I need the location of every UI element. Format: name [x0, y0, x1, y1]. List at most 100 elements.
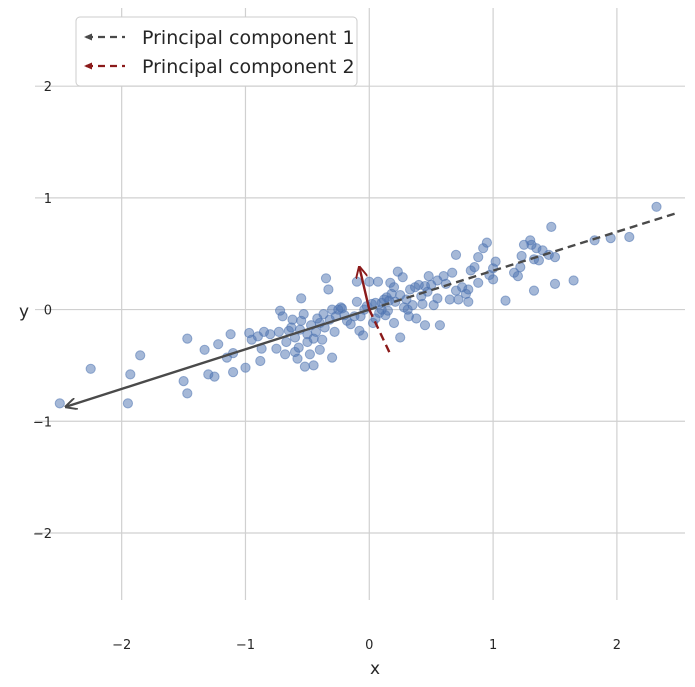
data-point	[372, 276, 384, 287]
grid	[35, 8, 685, 600]
data-point	[395, 332, 406, 343]
data-point	[434, 320, 445, 331]
data-point	[423, 271, 434, 282]
data-point	[320, 273, 332, 284]
legend-label-pc2: Principal component 2	[142, 56, 355, 78]
data-point	[122, 398, 134, 409]
data-point	[135, 350, 146, 361]
data-point	[500, 295, 511, 306]
data-point	[624, 231, 635, 243]
data-point	[287, 314, 298, 325]
data-point	[296, 293, 307, 304]
data-point	[265, 329, 276, 340]
data-point	[304, 349, 315, 360]
y-tick-label: −2	[33, 527, 52, 542]
data-point	[329, 326, 340, 337]
data-point	[281, 336, 292, 348]
pc1-dashed-line	[368, 211, 680, 311]
data-point	[568, 275, 579, 286]
data-point	[271, 343, 282, 354]
data-point	[85, 363, 96, 374]
data-point	[351, 296, 362, 307]
legend-arrowhead-pc2	[84, 62, 92, 70]
x-tick-labels: −2 −1 0 1 2	[112, 638, 621, 653]
data-point	[298, 309, 309, 320]
data-point	[516, 250, 527, 262]
y-axis-label: y	[19, 302, 29, 322]
data-point	[255, 355, 266, 367]
data-point	[54, 398, 65, 409]
data-point	[473, 252, 484, 263]
data-point	[528, 285, 540, 296]
data-point	[240, 362, 251, 373]
data-point	[182, 333, 193, 344]
data-point	[651, 201, 662, 212]
pc1-arrow	[66, 308, 370, 407]
data-point	[488, 274, 499, 285]
data-point	[515, 262, 526, 273]
data-point	[182, 388, 193, 399]
data-point	[417, 298, 428, 310]
data-point	[453, 294, 464, 305]
data-point	[490, 256, 501, 267]
data-point	[407, 300, 418, 311]
data-point	[125, 369, 136, 380]
data-point	[317, 334, 328, 345]
data-point	[444, 294, 455, 305]
data-point	[419, 320, 431, 331]
data-point	[351, 276, 362, 287]
data-point	[327, 352, 338, 363]
data-point	[473, 277, 484, 288]
data-point	[299, 361, 310, 372]
data-point	[450, 249, 462, 260]
data-point	[358, 330, 369, 341]
x-axis-label: x	[370, 659, 380, 679]
legend-box	[75, 16, 358, 87]
data-point	[277, 311, 288, 322]
data-point	[512, 271, 524, 282]
data-point	[228, 367, 239, 378]
data-point	[323, 284, 334, 295]
data-point	[397, 272, 408, 283]
data-point	[364, 276, 375, 287]
data-point	[411, 313, 422, 324]
data-point	[447, 267, 458, 278]
data-point	[463, 296, 474, 307]
legend: Principal component 1 Principal componen…	[75, 16, 358, 87]
legend-item-pc1: Principal component 1	[84, 27, 355, 49]
data-point	[314, 344, 325, 355]
pc2-arrow	[359, 267, 371, 310]
data-point	[382, 305, 393, 316]
data-point	[481, 237, 492, 248]
legend-label-pc1: Principal component 1	[142, 27, 355, 49]
y-tick-label: −1	[33, 415, 52, 430]
data-point	[546, 221, 557, 232]
scatter-points	[54, 201, 662, 409]
principal-component-vectors	[66, 211, 680, 407]
legend-arrowhead-pc1	[84, 33, 92, 41]
data-point	[388, 317, 400, 329]
x-tick-label: 0	[365, 638, 373, 653]
pc2-dashed-line	[368, 309, 392, 355]
data-point	[280, 349, 291, 360]
data-point	[293, 342, 304, 353]
data-point	[199, 344, 210, 355]
data-point	[388, 282, 400, 293]
data-point	[469, 262, 480, 273]
data-point	[225, 329, 236, 340]
x-tick-label: 1	[489, 638, 497, 653]
data-point	[213, 339, 224, 350]
x-tick-label: −2	[112, 638, 131, 653]
y-tick-labels: −2 −1 0 1 2	[33, 80, 52, 542]
x-tick-label: 2	[613, 638, 621, 653]
data-point	[209, 371, 220, 382]
data-point	[549, 252, 561, 263]
data-point	[292, 353, 303, 364]
data-point	[549, 278, 561, 289]
data-point	[308, 360, 319, 371]
data-point	[463, 284, 474, 295]
x-tick-label: −1	[236, 638, 255, 653]
data-point	[432, 293, 443, 304]
y-tick-label: 2	[44, 80, 52, 95]
